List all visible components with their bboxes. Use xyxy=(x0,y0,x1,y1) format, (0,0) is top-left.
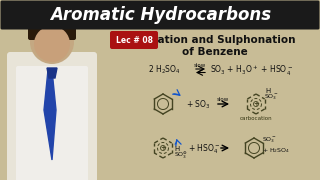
Text: H: H xyxy=(174,146,179,152)
Text: carbocation: carbocation xyxy=(240,116,272,120)
Text: SO$_3^-$: SO$_3^-$ xyxy=(262,135,277,145)
Text: + H$_2$SO$_4$: + H$_2$SO$_4$ xyxy=(262,147,290,156)
Text: H: H xyxy=(265,88,270,94)
FancyBboxPatch shape xyxy=(16,66,88,180)
Text: + HSO$_4^-$: + HSO$_4^-$ xyxy=(188,142,220,156)
FancyBboxPatch shape xyxy=(1,1,319,30)
Text: slow: slow xyxy=(217,96,229,102)
Text: slow: slow xyxy=(194,63,206,68)
Text: SO$_3$ + H$_3$O$^+$ + HSO$_4^-$: SO$_3$ + H$_3$O$^+$ + HSO$_4^-$ xyxy=(210,63,293,78)
Text: SO$_3^{\ominus}$: SO$_3^{\ominus}$ xyxy=(174,151,188,161)
Text: + SO$_3$: + SO$_3$ xyxy=(186,99,211,111)
Circle shape xyxy=(30,20,74,64)
Polygon shape xyxy=(47,68,57,78)
Text: of Benzene: of Benzene xyxy=(182,47,248,57)
Text: SO$_3^-$: SO$_3^-$ xyxy=(264,92,279,102)
Text: 2 H$_2$SO$_4$: 2 H$_2$SO$_4$ xyxy=(148,64,181,76)
FancyBboxPatch shape xyxy=(28,16,76,40)
Circle shape xyxy=(34,26,70,62)
Text: Lec # 08: Lec # 08 xyxy=(116,35,153,44)
Polygon shape xyxy=(44,70,56,160)
Text: +: + xyxy=(160,145,166,151)
Text: Nitration and Sulphonation: Nitration and Sulphonation xyxy=(135,35,295,45)
FancyBboxPatch shape xyxy=(110,31,158,49)
Text: Aromatic Hydrocarbons: Aromatic Hydrocarbons xyxy=(51,6,272,24)
FancyBboxPatch shape xyxy=(7,52,97,180)
Text: +: + xyxy=(253,101,259,107)
